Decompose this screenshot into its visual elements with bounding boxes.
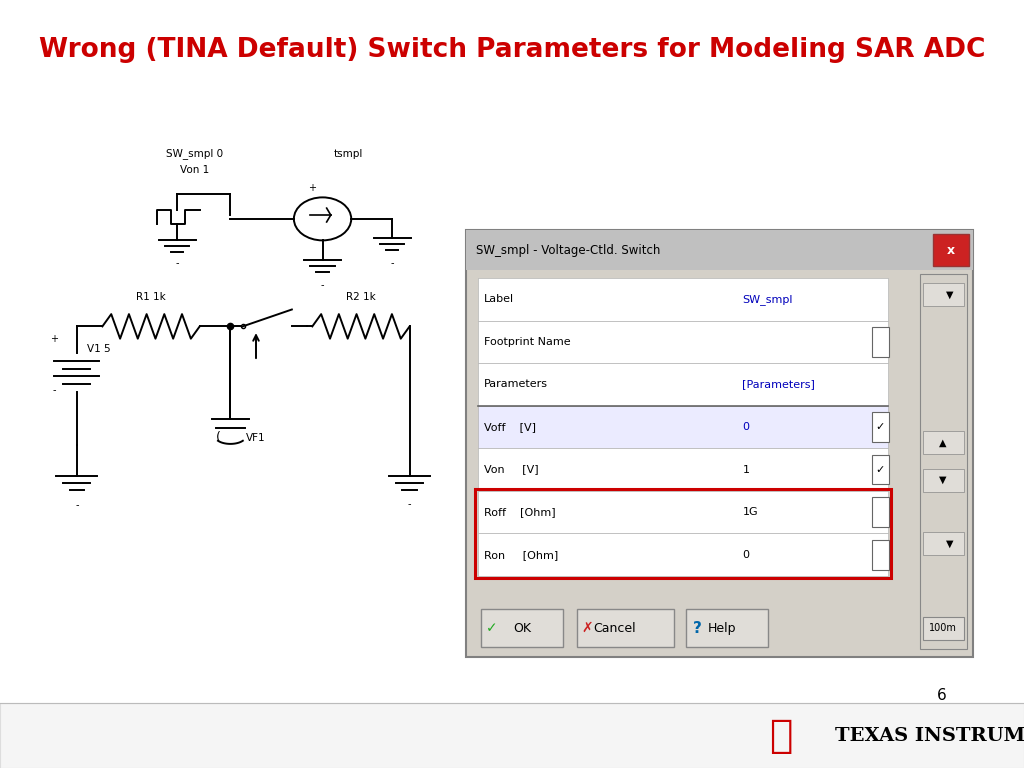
Bar (923, 468, 964, 492)
Bar (920, 274, 967, 649)
Text: -: - (408, 499, 412, 510)
Text: 1G: 1G (742, 507, 758, 517)
Text: ✓: ✓ (485, 621, 498, 635)
Text: Help: Help (708, 622, 736, 634)
Text: Parameters: Parameters (484, 379, 549, 389)
Text: ▲: ▲ (939, 438, 947, 448)
Bar (923, 532, 964, 555)
Text: 6: 6 (937, 687, 947, 703)
Text: SW_smpl - Voltage-Ctld. Switch: SW_smpl - Voltage-Ctld. Switch (476, 244, 660, 257)
Text: TEXAS INSTRUMENTS: TEXAS INSTRUMENTS (835, 727, 1024, 745)
Text: (: ( (216, 432, 220, 444)
Text: tsmpl: tsmpl (334, 148, 362, 159)
Bar (475, 488, 891, 578)
Text: Voff    [V]: Voff [V] (484, 422, 537, 432)
Text: -: - (52, 385, 56, 396)
Text: -: - (175, 257, 179, 268)
Text: Roff    [Ohm]: Roff [Ohm] (484, 507, 556, 517)
Text: ?: ? (693, 621, 701, 636)
Text: -: - (321, 280, 325, 290)
Text: Wrong (TINA Default) Switch Parameters for Modeling SAR ADC: Wrong (TINA Default) Switch Parameters f… (39, 37, 985, 63)
Text: Von 1: Von 1 (180, 165, 209, 176)
Bar (872, 412, 889, 442)
Bar (481, 609, 563, 647)
Bar (577, 609, 674, 647)
Text: x: x (947, 244, 954, 257)
Bar (478, 406, 888, 449)
Text: 1: 1 (742, 465, 750, 475)
Text: SW_smpl: SW_smpl (742, 294, 793, 305)
Text: -: - (390, 258, 394, 269)
Text: Ron     [Ohm]: Ron [Ohm] (484, 550, 559, 560)
Text: [Parameters]: [Parameters] (742, 379, 815, 389)
Bar (872, 540, 889, 570)
Bar (923, 283, 964, 306)
Text: +: + (50, 334, 58, 345)
Text: VF1: VF1 (246, 432, 265, 443)
Text: Footprint Name: Footprint Name (484, 337, 571, 347)
Bar (478, 320, 888, 363)
Bar (0, 703, 1024, 768)
Bar (478, 278, 888, 320)
Text: 100m: 100m (929, 623, 957, 634)
Text: ⬥: ⬥ (769, 717, 792, 755)
Text: Label: Label (484, 294, 514, 304)
Bar (933, 234, 969, 266)
Bar (478, 449, 888, 491)
Text: Von     [V]: Von [V] (484, 465, 539, 475)
Bar (478, 363, 888, 406)
Text: Cancel: Cancel (593, 622, 636, 634)
Text: R2 1k: R2 1k (346, 292, 376, 303)
Text: OK: OK (513, 622, 531, 634)
Bar (686, 609, 768, 647)
Text: ▼: ▼ (946, 538, 954, 549)
Text: 0: 0 (742, 550, 750, 560)
Bar (466, 230, 973, 657)
Text: -: - (75, 500, 79, 511)
Text: ▼: ▼ (946, 290, 954, 300)
Text: ✓: ✓ (876, 422, 885, 432)
Text: ✗: ✗ (581, 621, 593, 635)
Bar (478, 491, 888, 534)
Bar (923, 617, 964, 640)
Text: R1 1k: R1 1k (136, 292, 166, 303)
Text: ✓: ✓ (876, 465, 885, 475)
Text: ▼: ▼ (939, 475, 947, 485)
Text: V1 5: V1 5 (87, 344, 111, 355)
Bar (923, 431, 964, 454)
Text: 0: 0 (742, 422, 750, 432)
Bar (466, 230, 973, 270)
Text: SW_smpl 0: SW_smpl 0 (166, 148, 223, 159)
Bar (872, 497, 889, 527)
Bar (478, 534, 888, 576)
Bar (872, 455, 889, 485)
Text: +: + (308, 183, 316, 194)
Bar (872, 327, 889, 357)
